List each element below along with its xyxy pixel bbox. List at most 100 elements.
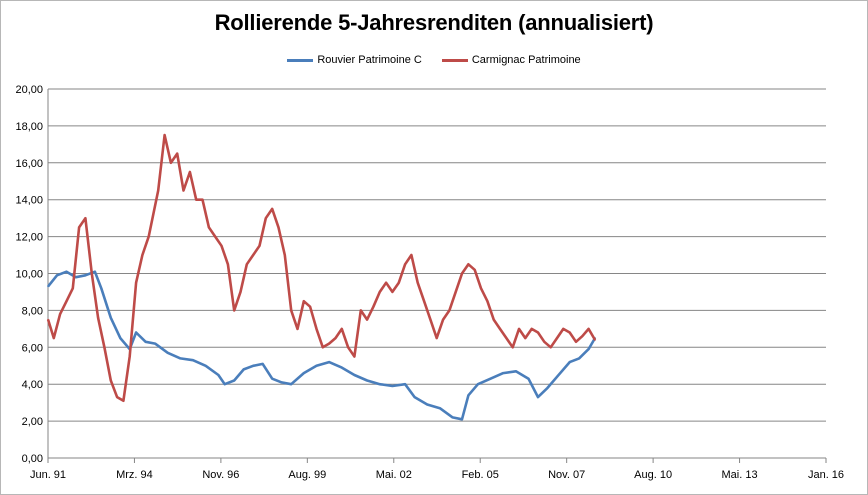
data-point-series-2 xyxy=(518,327,520,330)
data-point-series-2 xyxy=(78,226,81,229)
data-point-series-1 xyxy=(179,357,182,360)
data-point-series-2 xyxy=(283,254,286,256)
data-point-series-2 xyxy=(359,309,362,312)
data-point-series-1 xyxy=(47,285,49,288)
data-point-series-1 xyxy=(353,374,356,376)
data-point-series-2 xyxy=(594,339,596,341)
legend-label-series-1: Rouvier Patrimoine C xyxy=(317,54,422,66)
data-point-series-1 xyxy=(223,383,226,386)
data-point-series-1 xyxy=(119,337,122,339)
data-point-series-2 xyxy=(207,226,210,229)
data-point-series-1 xyxy=(75,276,77,279)
data-point-series-2 xyxy=(220,244,223,247)
data-point-series-2 xyxy=(391,291,394,293)
data-point-series-2 xyxy=(549,346,552,349)
data-point-series-1 xyxy=(65,270,68,273)
data-point-series-2 xyxy=(423,300,425,303)
x-tick-label: Jun. 91 xyxy=(30,469,66,481)
data-point-series-1 xyxy=(391,385,394,387)
data-point-series-2 xyxy=(264,217,267,220)
data-point-series-2 xyxy=(290,309,293,312)
data-point-series-2 xyxy=(461,272,463,275)
data-point-series-2 xyxy=(366,318,369,321)
data-point-series-2 xyxy=(499,327,501,330)
data-point-series-1 xyxy=(261,363,264,365)
data-point-series-2 xyxy=(416,281,419,284)
data-point-series-2 xyxy=(505,337,508,339)
data-point-series-1 xyxy=(56,274,58,277)
data-point-series-2 xyxy=(141,254,144,256)
x-tick-label: Nov. 96 xyxy=(202,469,239,481)
data-point-series-2 xyxy=(524,337,527,339)
data-point-series-2 xyxy=(157,189,160,192)
data-point-series-2 xyxy=(397,281,400,284)
data-point-series-2 xyxy=(556,337,558,339)
data-point-series-2 xyxy=(47,318,49,321)
data-point-series-2 xyxy=(404,263,406,266)
x-tick-label: Aug. 10 xyxy=(634,469,672,481)
x-tick-label: Mai. 02 xyxy=(376,469,412,481)
data-point-series-2 xyxy=(296,327,299,330)
data-point-series-1 xyxy=(340,366,343,369)
data-point-series-1 xyxy=(315,364,318,367)
data-point-series-1 xyxy=(94,270,96,273)
y-tick-label: 20,00 xyxy=(15,84,43,96)
data-point-series-2 xyxy=(575,340,577,343)
data-point-series-2 xyxy=(511,346,514,349)
data-point-series-2 xyxy=(562,327,565,330)
data-point-series-1 xyxy=(578,357,581,360)
data-point-series-1 xyxy=(404,383,406,386)
data-point-series-2 xyxy=(169,161,172,164)
data-point-series-1 xyxy=(242,368,245,371)
data-point-series-1 xyxy=(461,418,463,421)
data-point-series-1 xyxy=(378,383,381,386)
data-point-series-2 xyxy=(109,379,112,382)
data-point-series-2 xyxy=(97,316,99,319)
x-tick-label: Jan. 16 xyxy=(808,469,844,481)
data-point-series-2 xyxy=(163,134,166,137)
y-tick-label: 18,00 xyxy=(15,121,43,133)
data-point-series-2 xyxy=(116,396,118,399)
data-point-series-2 xyxy=(90,272,93,275)
data-point-series-1 xyxy=(100,287,103,290)
data-point-series-1 xyxy=(556,375,558,378)
data-point-series-2 xyxy=(537,331,539,334)
y-tick-label: 6,00 xyxy=(22,342,43,354)
data-point-series-2 xyxy=(347,346,350,349)
data-point-series-2 xyxy=(214,235,217,238)
y-tick-label: 8,00 xyxy=(22,305,43,317)
data-point-series-1 xyxy=(467,394,470,397)
y-tick-label: 4,00 xyxy=(22,379,43,391)
data-point-series-2 xyxy=(271,208,274,210)
data-point-series-1 xyxy=(451,416,454,419)
data-point-series-2 xyxy=(309,305,312,308)
y-tick-label: 0,00 xyxy=(22,453,43,465)
data-point-series-2 xyxy=(334,337,337,339)
data-point-series-2 xyxy=(188,171,191,173)
data-point-series-2 xyxy=(122,399,125,402)
data-point-series-1 xyxy=(366,379,369,382)
data-point-series-1 xyxy=(502,372,505,375)
chart-title: Rollierende 5-Jahresrenditen (annualisie… xyxy=(214,10,654,35)
data-point-series-1 xyxy=(217,374,220,376)
data-point-series-2 xyxy=(258,244,261,247)
data-point-series-1 xyxy=(166,351,169,354)
data-point-series-2 xyxy=(103,346,106,349)
data-point-series-2 xyxy=(321,346,324,349)
data-point-series-2 xyxy=(182,189,185,192)
data-point-series-1 xyxy=(413,396,416,399)
data-point-series-2 xyxy=(71,287,74,290)
data-point-series-2 xyxy=(581,335,584,338)
y-tick-label: 2,00 xyxy=(22,416,43,428)
data-point-series-1 xyxy=(280,381,283,384)
data-point-series-1 xyxy=(84,274,87,277)
data-point-series-1 xyxy=(476,383,479,386)
data-point-series-2 xyxy=(315,327,318,330)
data-point-series-2 xyxy=(195,198,198,201)
data-point-series-1 xyxy=(302,372,305,375)
data-point-series-2 xyxy=(233,309,236,312)
data-point-series-2 xyxy=(84,217,87,220)
data-point-series-2 xyxy=(302,300,305,303)
data-point-series-2 xyxy=(245,263,248,266)
